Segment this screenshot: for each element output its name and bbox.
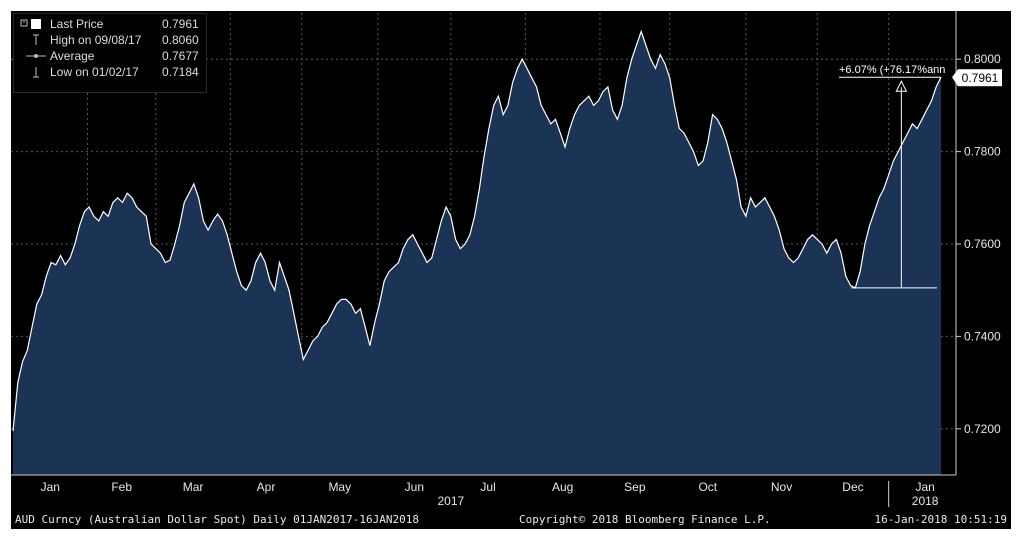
legend-low-label: Low on 01/02/17 [50, 65, 139, 79]
x-month-label: Mar [183, 480, 204, 494]
footer-security-info: AUD Curncy (Australian Dollar Spot) Dail… [15, 513, 419, 526]
price-chart: 0.7200 0.7400 0.7600 0.7800 0.8000 Jan Feb Mar A… [11, 11, 1002, 508]
low-marker-icon [20, 64, 46, 80]
legend-square-icon [20, 16, 46, 32]
footer-timestamp: 16-Jan-2018 10:51:19 [874, 513, 1007, 526]
x-month-label: May [328, 480, 351, 494]
annotation-label: +6.07% (+76.17%ann [839, 64, 945, 76]
x-month-label: Jul [480, 480, 495, 494]
chart-legend: Last Price 0.7961 High on 09/08/17 0.806… [13, 13, 207, 93]
x-year-label: 2017 [437, 494, 464, 508]
chart-frame: 0.7200 0.7400 0.7600 0.7800 0.8000 Jan Feb Mar A… [11, 11, 1011, 529]
x-month-label: Oct [698, 480, 717, 494]
legend-row-average: Average 0.7677 [14, 48, 208, 64]
y-tick-label: 0.7800 [964, 145, 1001, 159]
x-year-label: 2018 [912, 494, 939, 508]
legend-low-value: 0.7184 [162, 65, 199, 79]
legend-high-label: High on 09/08/17 [50, 33, 142, 47]
legend-row-high: High on 09/08/17 0.8060 [14, 32, 208, 48]
y-tick-label: 0.7200 [964, 422, 1001, 436]
x-month-label: Nov [771, 480, 792, 494]
x-month-label: Jan [41, 480, 60, 494]
high-marker-icon [20, 32, 46, 48]
y-tick-label: 0.7400 [964, 329, 1001, 343]
legend-last-price-label: Last Price [50, 17, 104, 31]
legend-average-label: Average [50, 49, 95, 63]
footer-copyright: Copyright© 2018 Bloomberg Finance L.P. [519, 513, 771, 526]
last-value-label: 0.7961 [962, 71, 999, 85]
price-area-fill [13, 31, 941, 475]
y-tick-label: 0.7600 [964, 237, 1001, 251]
x-month-label: Feb [111, 480, 132, 494]
legend-last-price-value: 0.7961 [162, 17, 199, 31]
chart-footer: AUD Curncy (Australian Dollar Spot) Dail… [11, 511, 1011, 529]
x-month-label: Sep [624, 480, 646, 494]
legend-high-value: 0.8060 [162, 33, 199, 47]
y-tick-label: 0.8000 [964, 52, 1001, 66]
legend-average-value: 0.7677 [162, 49, 199, 63]
legend-row-last-price: Last Price 0.7961 [14, 16, 208, 32]
x-month-label: Apr [257, 480, 276, 494]
x-month-label: Aug [552, 480, 573, 494]
last-value-pointer [952, 69, 958, 87]
x-month-label: Jun [405, 480, 424, 494]
x-month-label: Dec [842, 480, 863, 494]
average-line-icon [20, 48, 46, 64]
x-month-label: Jan [915, 480, 934, 494]
last-value-badge [958, 69, 1002, 87]
annotation-arrow [895, 80, 908, 92]
price-line [12, 29, 942, 432]
legend-row-low: Low on 01/02/17 0.7184 [14, 64, 208, 80]
